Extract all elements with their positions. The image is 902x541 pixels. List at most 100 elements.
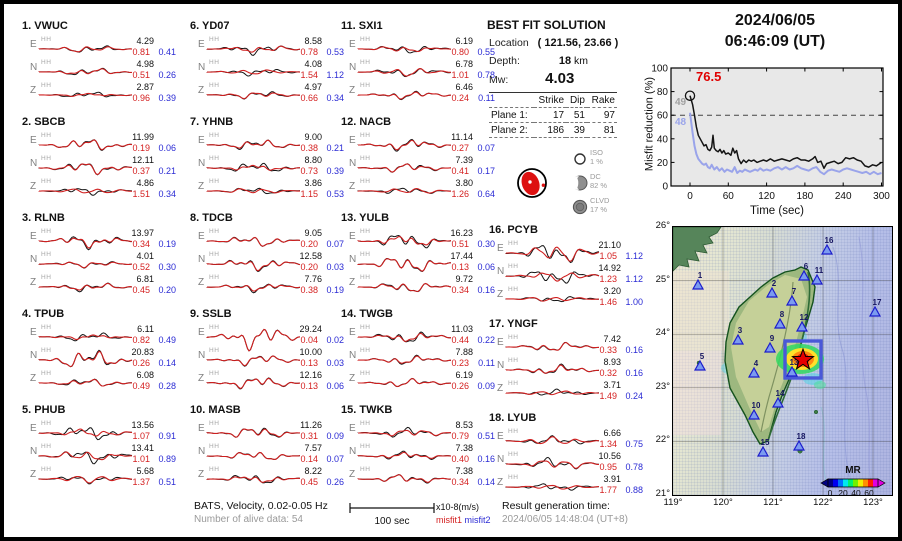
component-label: E: [30, 327, 37, 338]
station-title: 6. YD07: [190, 20, 230, 32]
component-label: E: [497, 337, 504, 348]
channel-label: HH: [41, 466, 52, 473]
station-block-PCYB: 16. PCYB E HH 21.10 1.05 1.12 N HH 14.92 1.23 1.12…: [489, 224, 649, 318]
waveform-TWGB-E: [357, 331, 452, 343]
channel-label: HH: [209, 228, 220, 235]
svg-text:4: 4: [754, 359, 759, 368]
channel-label: HH: [41, 59, 52, 66]
misfit1-value: 0.44: [451, 335, 469, 345]
map-station-15: 15: [756, 438, 770, 457]
amplitude-value: 13.41: [131, 443, 154, 453]
component-label: N: [349, 446, 357, 457]
waveform-NACB-N: [357, 163, 452, 173]
amplitude-value: 7.88: [455, 347, 473, 357]
channel-label: HH: [41, 324, 52, 331]
channel-label: HH: [41, 251, 52, 258]
solution-header: BEST FIT SOLUTION: [487, 18, 606, 32]
channel-label: HH: [41, 347, 52, 354]
component-label: N: [30, 446, 38, 457]
misfit2-value: 0.26: [326, 477, 344, 487]
result-time-label: Result generation time:: [502, 500, 610, 512]
amplitude-value: 7.42: [603, 334, 621, 344]
svg-text:2: 2: [772, 279, 777, 288]
station-title: 17. YNGF: [489, 318, 538, 330]
waveform-SXI1-N: [357, 68, 452, 78]
misfit2-value: 0.16: [477, 454, 495, 464]
misfit2-value: 0.53: [326, 189, 344, 199]
misfit1-value: 1.34: [599, 439, 617, 449]
misfit2-value: 0.19: [158, 239, 176, 249]
svg-text:48: 48: [675, 117, 687, 128]
iso-icon: [574, 153, 586, 165]
amplitude-value: 12.16: [299, 370, 322, 380]
channel-label: HH: [209, 178, 220, 185]
svg-text:40: 40: [851, 488, 861, 495]
misfit1-value: 0.51: [451, 239, 469, 249]
svg-text:0: 0: [687, 191, 693, 202]
lon-label: 121°: [763, 497, 783, 508]
svg-text:6: 6: [804, 262, 809, 271]
station-block-SSLB: 9. SSLB E HH 29.24 0.04 0.02 N HH 10.00 0.13 0.03 Z…: [190, 308, 350, 402]
waveform-TPUB-Z: [38, 378, 133, 387]
channel-label: HH: [209, 420, 220, 427]
misfit2-value: 0.06: [326, 381, 344, 391]
misfit2-value: 0.55: [477, 47, 495, 57]
misfit2-value: 0.07: [477, 143, 495, 153]
amplitude-value: 6.19: [455, 370, 473, 380]
component-label: Z: [30, 277, 37, 288]
waveform-YNGF-N: [505, 363, 600, 374]
event-time: 06:46:09 (UT): [724, 33, 826, 50]
misfit2-value: 0.03: [326, 262, 344, 272]
waveform-PHUB-Z: [38, 475, 133, 485]
waveform-TWGB-Z: [357, 377, 452, 388]
channel-label: HH: [41, 82, 52, 89]
component-label: Z: [198, 277, 205, 288]
svg-text:240: 240: [835, 191, 852, 202]
map-station-17: 17: [868, 298, 882, 317]
misfit1-value: 1.46: [599, 297, 617, 307]
misfit1-value: 0.14: [300, 454, 318, 464]
map-station-1: 1: [691, 271, 705, 290]
amplitude-value: 6.19: [455, 36, 473, 46]
component-label: N: [198, 158, 206, 169]
channel-label: HH: [209, 370, 220, 377]
misfit2-value: 0.19: [326, 285, 344, 295]
scalebar-label: 100 sec: [374, 516, 410, 527]
misfit1-value: 1.23: [599, 274, 617, 284]
nodal-plane-table: Strike Dip Rake Plane 1: 17 51 97 Plane …: [489, 92, 617, 138]
amplitude-value: 6.46: [455, 82, 473, 92]
waveform-RLNB-N: [38, 261, 133, 269]
channel-label: HH: [41, 274, 52, 281]
waveform-TWKB-E: [357, 426, 452, 438]
depth-value: 18: [558, 55, 572, 67]
station-block-YNGF: 17. YNGF E HH 7.42 0.33 0.16 N HH 8.93 0.32 0.16 Z H…: [489, 318, 649, 412]
channel-label: HH: [360, 420, 371, 427]
station-block-PHUB: 5. PHUB E HH 13.56 1.07 0.91 N HH 13.41 1.01 0.89 Z…: [22, 404, 182, 498]
map-station-16: 16: [820, 236, 834, 255]
taiwan-station-map: 1 2 3 4 5 6 7 8 9 10 11 12 13 14 15 16 17 18 MR 0 20 40 60: [672, 226, 893, 496]
waveform-MASB-Z: [206, 474, 301, 484]
misfit1-value: 1.54: [300, 70, 318, 80]
station-title: 13. YULB: [341, 212, 390, 224]
amplitude-value: 10.56: [598, 451, 621, 461]
amplitude-value: 4.97: [304, 82, 322, 92]
map-station-18: 18: [792, 432, 806, 451]
amplitude-value: 7.39: [455, 155, 473, 165]
component-label: E: [497, 243, 504, 254]
component-label: E: [30, 39, 37, 50]
amplitude-value: 8.93: [603, 357, 621, 367]
amplitude-value: 5.68: [136, 466, 154, 476]
dc-icon: [572, 175, 588, 191]
lat-label: 23°: [655, 380, 670, 392]
channel-label: HH: [360, 228, 371, 235]
channel-label: HH: [508, 286, 519, 293]
svg-text:80: 80: [657, 87, 669, 98]
svg-text:40: 40: [657, 134, 669, 145]
channel-label: HH: [360, 178, 371, 185]
misfit2-value: 0.16: [477, 285, 495, 295]
channel-label: HH: [508, 334, 519, 341]
map-station-14: 14: [771, 389, 785, 408]
waveform-SXI1-E: [357, 45, 452, 54]
table-row: Plane 2: 186 39 81: [489, 122, 617, 138]
component-label: E: [198, 423, 205, 434]
